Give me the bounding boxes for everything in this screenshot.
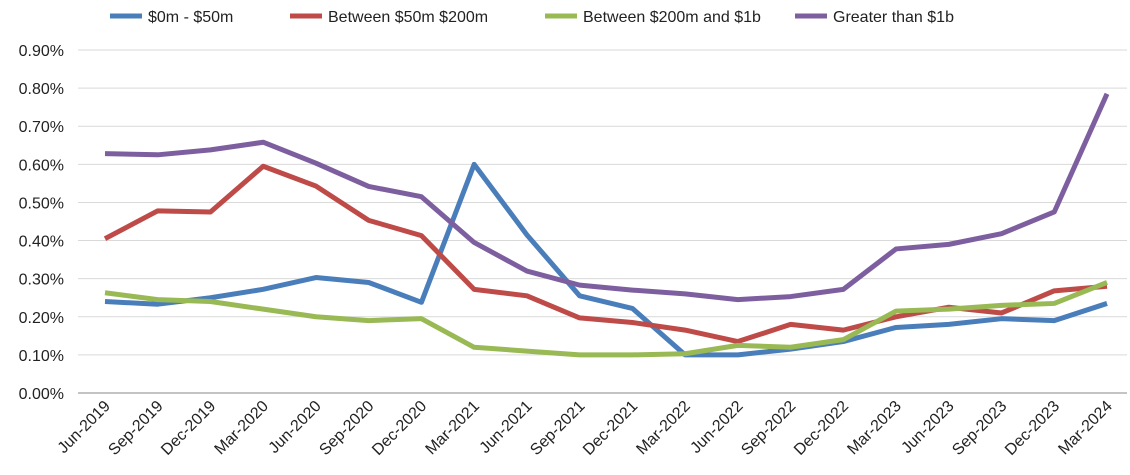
legend-label: Between $200m and $1b [583, 9, 761, 26]
y-tick-label: 0.40% [19, 234, 64, 251]
line [104, 280, 1108, 358]
line [103, 163, 1108, 345]
x-tick-label: Dec-2020 [369, 398, 430, 459]
line [104, 92, 1110, 303]
x-tick-label: Sep-2021 [527, 398, 588, 459]
x-tick-label: Jun-2022 [687, 398, 746, 457]
y-tick-label: 0.70% [19, 119, 64, 136]
x-tick-label: Dec-2021 [580, 398, 641, 459]
y-tick-label: 0.80% [19, 81, 64, 98]
x-tick-label: Jun-2021 [477, 398, 536, 457]
x-tick-label: Mar-2022 [633, 398, 694, 459]
legend-label: Between $50m $200m [328, 9, 488, 26]
x-tick-label: Sep-2020 [316, 398, 377, 459]
y-tick-label: 0.50% [19, 195, 64, 212]
y-tick-label: 0.00% [19, 386, 64, 403]
y-tick-label: 0.20% [19, 310, 64, 327]
x-tick-label: Sep-2019 [105, 398, 166, 459]
x-tick-label: Sep-2023 [949, 398, 1010, 459]
x-tick-label: Dec-2022 [791, 398, 852, 459]
x-tick-label: Mar-2020 [212, 398, 273, 459]
x-tick-label: Dec-2019 [158, 398, 219, 459]
x-tick-label: Mar-2021 [423, 398, 484, 459]
x-tick-label: Jun-2020 [266, 398, 325, 457]
x-tick-label: Mar-2023 [844, 398, 905, 459]
x-tick-label: Jun-2023 [898, 398, 957, 457]
line [104, 161, 1108, 358]
x-tick-label: Jun-2019 [55, 398, 114, 457]
y-tick-label: 0.90% [19, 43, 64, 60]
y-tick-label: 0.10% [19, 348, 64, 365]
x-tick-label: Mar-2024 [1055, 398, 1116, 459]
y-tick-label: 0.30% [19, 272, 64, 289]
x-tick-label: Sep-2022 [738, 398, 799, 459]
legend-label: $0m - $50m [148, 9, 233, 26]
y-tick-label: 0.60% [19, 157, 64, 174]
x-tick-label: Dec-2023 [1002, 398, 1063, 459]
legend-label: Greater than $1b [833, 9, 954, 26]
